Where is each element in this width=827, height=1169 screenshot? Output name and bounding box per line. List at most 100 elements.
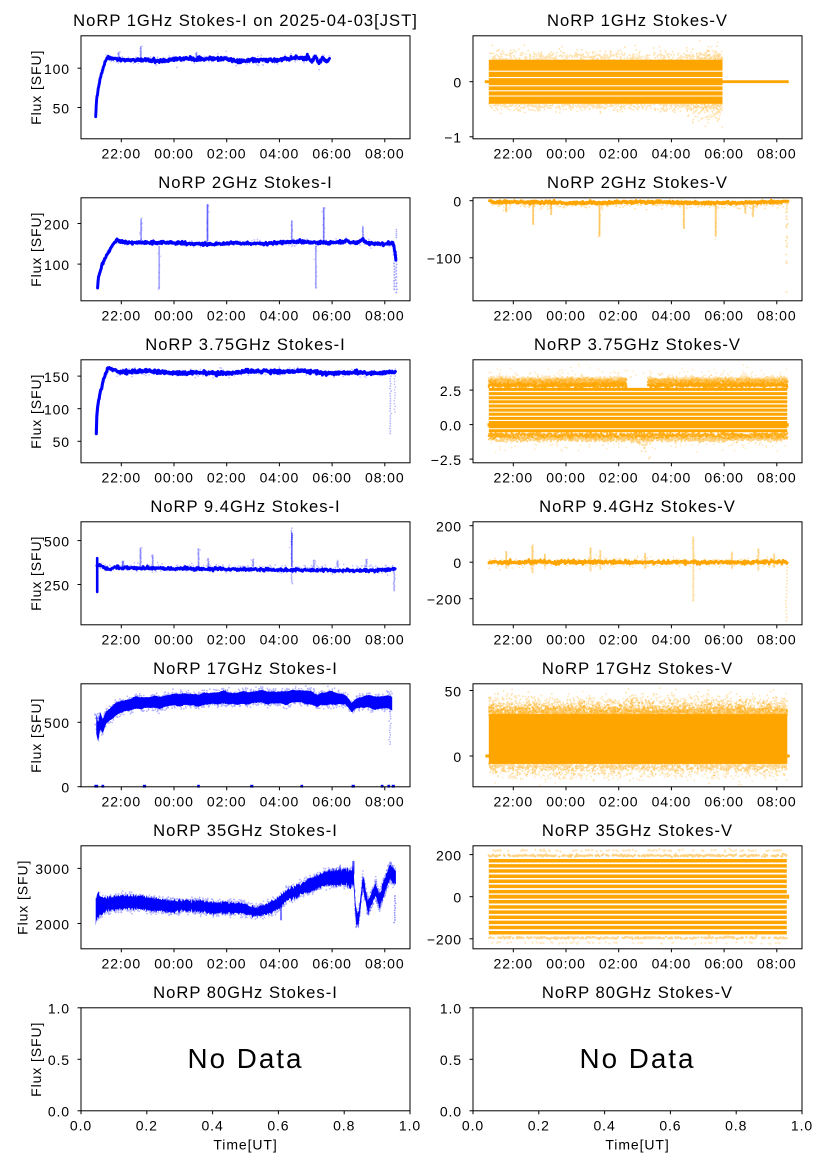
svg-text:22:00: 22:00 — [102, 469, 142, 485]
svg-text:Flux [SFU]: Flux [SFU] — [28, 698, 44, 773]
svg-text:06:00: 06:00 — [704, 469, 744, 485]
svg-text:−1: −1 — [444, 130, 462, 146]
svg-text:00:00: 00:00 — [154, 955, 194, 971]
svg-text:2.5: 2.5 — [440, 383, 462, 399]
svg-text:00:00: 00:00 — [546, 469, 586, 485]
svg-text:00:00: 00:00 — [546, 145, 586, 161]
svg-text:NoRP 35GHz Stokes-V: NoRP 35GHz Stokes-V — [542, 821, 733, 840]
svg-text:02:00: 02:00 — [599, 469, 639, 485]
svg-text:NoRP 2GHz Stokes-I: NoRP 2GHz Stokes-I — [158, 173, 332, 192]
svg-text:1.0: 1.0 — [791, 1117, 813, 1133]
svg-text:0.0: 0.0 — [462, 1117, 484, 1133]
svg-text:08:00: 08:00 — [365, 793, 405, 809]
svg-text:NoRP 3.75GHz Stokes-V: NoRP 3.75GHz Stokes-V — [534, 335, 741, 354]
svg-text:0.2: 0.2 — [528, 1117, 550, 1133]
svg-text:NoRP 80GHz Stokes-V: NoRP 80GHz Stokes-V — [542, 983, 733, 1002]
svg-text:02:00: 02:00 — [207, 469, 247, 485]
svg-text:NoRP 3.75GHz Stokes-I: NoRP 3.75GHz Stokes-I — [145, 335, 346, 354]
svg-text:0: 0 — [453, 749, 462, 765]
svg-text:0.0: 0.0 — [440, 417, 462, 433]
svg-text:No Data: No Data — [188, 1043, 304, 1074]
svg-text:0.4: 0.4 — [594, 1117, 616, 1133]
svg-text:04:00: 04:00 — [260, 955, 300, 971]
svg-text:22:00: 22:00 — [494, 793, 534, 809]
svg-text:22:00: 22:00 — [102, 955, 142, 971]
svg-text:00:00: 00:00 — [154, 469, 194, 485]
svg-text:100: 100 — [44, 402, 70, 418]
svg-text:−200: −200 — [427, 592, 462, 608]
svg-text:06:00: 06:00 — [704, 631, 744, 647]
svg-text:500: 500 — [44, 533, 70, 549]
svg-text:0.0: 0.0 — [48, 1104, 70, 1120]
svg-text:Flux [SFU]: Flux [SFU] — [28, 536, 44, 611]
svg-text:0: 0 — [453, 75, 462, 91]
svg-text:06:00: 06:00 — [312, 469, 352, 485]
svg-text:1.0: 1.0 — [399, 1117, 421, 1133]
svg-text:08:00: 08:00 — [365, 631, 405, 647]
svg-text:08:00: 08:00 — [757, 631, 797, 647]
svg-text:NoRP 1GHz Stokes-I on 2025-04-: NoRP 1GHz Stokes-I on 2025-04-03[JST] — [73, 11, 418, 30]
svg-text:00:00: 00:00 — [154, 145, 194, 161]
svg-text:No Data: No Data — [580, 1043, 696, 1074]
svg-text:08:00: 08:00 — [757, 793, 797, 809]
svg-text:04:00: 04:00 — [260, 307, 300, 323]
svg-text:22:00: 22:00 — [102, 631, 142, 647]
svg-text:200: 200 — [44, 216, 70, 232]
svg-text:02:00: 02:00 — [207, 145, 247, 161]
svg-text:Flux [SFU]: Flux [SFU] — [14, 860, 30, 935]
svg-text:00:00: 00:00 — [546, 631, 586, 647]
svg-text:00:00: 00:00 — [154, 793, 194, 809]
svg-text:08:00: 08:00 — [365, 955, 405, 971]
svg-text:Time[UT]: Time[UT] — [605, 1137, 669, 1153]
svg-text:200: 200 — [436, 847, 462, 863]
svg-text:3000: 3000 — [35, 861, 70, 877]
svg-text:02:00: 02:00 — [599, 145, 639, 161]
svg-text:06:00: 06:00 — [312, 631, 352, 647]
svg-text:00:00: 00:00 — [154, 631, 194, 647]
svg-text:100: 100 — [44, 257, 70, 273]
svg-text:04:00: 04:00 — [652, 631, 692, 647]
svg-text:08:00: 08:00 — [365, 145, 405, 161]
svg-text:06:00: 06:00 — [312, 793, 352, 809]
svg-text:02:00: 02:00 — [599, 955, 639, 971]
svg-text:−100: −100 — [427, 251, 462, 267]
svg-text:150: 150 — [44, 369, 70, 385]
svg-text:0: 0 — [453, 555, 462, 571]
svg-text:02:00: 02:00 — [207, 955, 247, 971]
svg-text:NoRP 17GHz Stokes-V: NoRP 17GHz Stokes-V — [542, 659, 733, 678]
svg-text:0.0: 0.0 — [440, 1104, 462, 1120]
svg-text:08:00: 08:00 — [757, 955, 797, 971]
svg-text:0.6: 0.6 — [267, 1117, 289, 1133]
svg-text:0.6: 0.6 — [659, 1117, 681, 1133]
svg-text:22:00: 22:00 — [494, 955, 534, 971]
svg-text:0: 0 — [453, 194, 462, 210]
svg-text:0.8: 0.8 — [725, 1117, 747, 1133]
svg-text:NoRP 17GHz Stokes-I: NoRP 17GHz Stokes-I — [153, 659, 338, 678]
svg-text:06:00: 06:00 — [312, 145, 352, 161]
svg-text:200: 200 — [436, 519, 462, 535]
svg-text:00:00: 00:00 — [546, 793, 586, 809]
svg-text:02:00: 02:00 — [599, 793, 639, 809]
svg-text:08:00: 08:00 — [365, 307, 405, 323]
svg-text:02:00: 02:00 — [599, 631, 639, 647]
svg-text:50: 50 — [53, 434, 70, 450]
svg-text:NoRP 9.4GHz Stokes-I: NoRP 9.4GHz Stokes-I — [150, 497, 340, 516]
svg-text:08:00: 08:00 — [757, 145, 797, 161]
svg-text:22:00: 22:00 — [494, 631, 534, 647]
svg-text:0: 0 — [61, 780, 70, 796]
svg-text:500: 500 — [44, 715, 70, 731]
svg-text:50: 50 — [53, 100, 70, 116]
svg-text:04:00: 04:00 — [260, 145, 300, 161]
svg-text:06:00: 06:00 — [312, 307, 352, 323]
svg-text:04:00: 04:00 — [652, 955, 692, 971]
svg-text:00:00: 00:00 — [546, 307, 586, 323]
svg-text:06:00: 06:00 — [704, 793, 744, 809]
svg-text:04:00: 04:00 — [652, 469, 692, 485]
svg-text:−200: −200 — [427, 932, 462, 948]
svg-text:−2.5: −2.5 — [431, 452, 462, 468]
svg-text:08:00: 08:00 — [757, 307, 797, 323]
svg-text:02:00: 02:00 — [207, 307, 247, 323]
svg-text:04:00: 04:00 — [652, 145, 692, 161]
svg-text:NoRP 1GHz Stokes-V: NoRP 1GHz Stokes-V — [547, 11, 728, 30]
svg-text:0.8: 0.8 — [333, 1117, 355, 1133]
